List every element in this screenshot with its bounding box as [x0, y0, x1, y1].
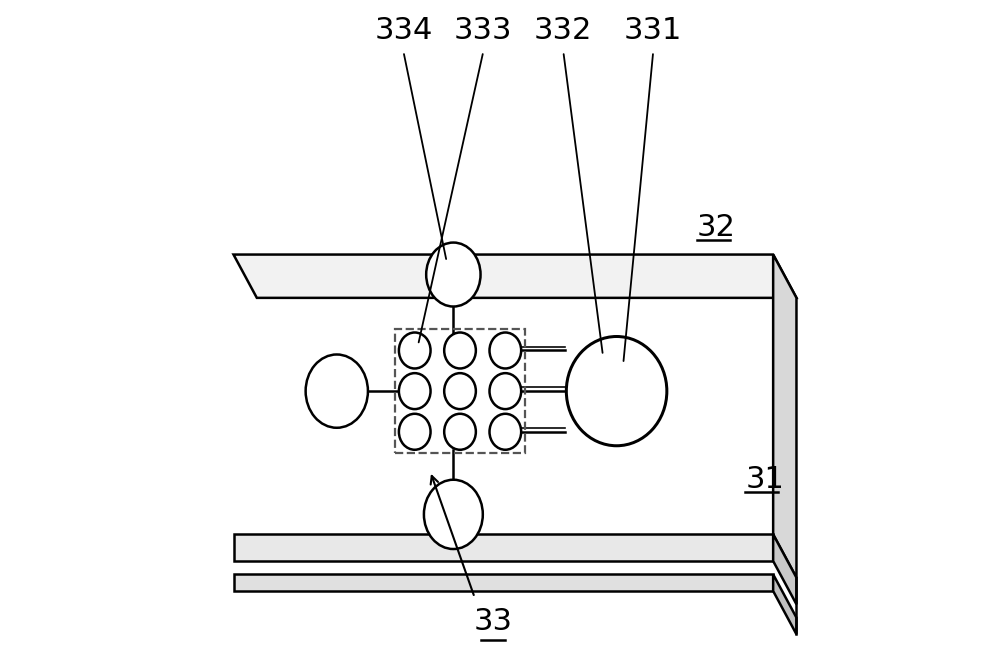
Polygon shape: [234, 575, 773, 591]
Polygon shape: [773, 254, 796, 577]
Text: 334: 334: [374, 15, 433, 45]
Text: 31: 31: [745, 465, 784, 494]
Ellipse shape: [306, 355, 368, 427]
Polygon shape: [773, 535, 796, 604]
Ellipse shape: [444, 414, 476, 450]
Ellipse shape: [490, 414, 521, 450]
Ellipse shape: [490, 373, 521, 409]
Ellipse shape: [426, 243, 481, 306]
Ellipse shape: [399, 414, 431, 450]
Bar: [395, 329, 525, 454]
Ellipse shape: [424, 480, 483, 549]
Ellipse shape: [399, 373, 431, 409]
Ellipse shape: [399, 332, 431, 369]
Ellipse shape: [566, 337, 667, 446]
Ellipse shape: [490, 332, 521, 369]
Polygon shape: [234, 535, 773, 561]
Polygon shape: [234, 254, 796, 298]
Text: 33: 33: [474, 607, 513, 636]
Text: 332: 332: [534, 15, 592, 45]
Ellipse shape: [444, 332, 476, 369]
Ellipse shape: [444, 373, 476, 409]
Text: 333: 333: [454, 15, 513, 45]
Text: 331: 331: [624, 15, 682, 45]
Polygon shape: [773, 575, 796, 634]
Text: 32: 32: [697, 213, 735, 242]
